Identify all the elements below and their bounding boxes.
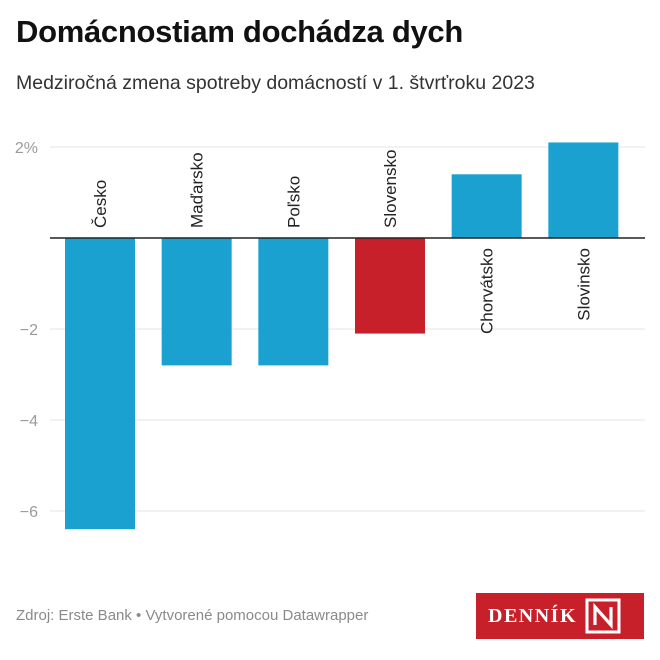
category-label: Chorvátsko bbox=[478, 248, 497, 334]
bar-chart: 2% −2 −4 −6 Česko Maďarsko Poľsko Slovensko Chor… bbox=[15, 140, 645, 530]
bar bbox=[451, 174, 522, 238]
y-tick-label: 2% bbox=[15, 140, 38, 157]
category-label: Česko bbox=[91, 180, 110, 228]
category-label: Slovinsko bbox=[574, 248, 593, 321]
chart-title: Domácnostiam dochádza dych bbox=[16, 14, 463, 49]
logo-text: DENNÍK bbox=[488, 604, 578, 627]
n-logo-icon bbox=[585, 598, 621, 634]
bar bbox=[548, 142, 619, 238]
category-label: Maďarsko bbox=[188, 152, 207, 228]
bar bbox=[258, 238, 329, 366]
y-tick-label: −6 bbox=[20, 504, 38, 521]
y-tick-label: −4 bbox=[20, 413, 38, 430]
y-tick-label: −2 bbox=[20, 322, 38, 339]
bar bbox=[65, 238, 135, 530]
category-label: Slovensko bbox=[381, 150, 400, 228]
dennik-n-logo[interactable]: DENNÍK bbox=[476, 593, 644, 639]
bar bbox=[161, 238, 232, 366]
source-note: Zdroj: Erste Bank • Vytvorené pomocou Da… bbox=[16, 607, 369, 624]
bar bbox=[355, 238, 425, 334]
chart-subtitle: Medziročná zmena spotreby domácností v 1… bbox=[16, 72, 535, 94]
category-label: Poľsko bbox=[284, 176, 303, 228]
